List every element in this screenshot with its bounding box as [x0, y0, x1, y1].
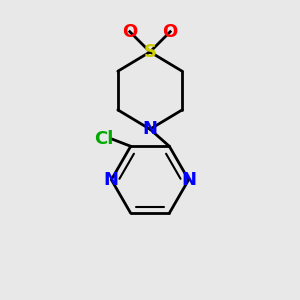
- Text: Cl: Cl: [94, 130, 114, 148]
- Text: N: N: [104, 171, 119, 189]
- Text: S: S: [143, 43, 157, 61]
- Text: O: O: [163, 23, 178, 41]
- Text: N: N: [181, 171, 196, 189]
- Text: O: O: [122, 23, 137, 41]
- Text: N: N: [142, 120, 158, 138]
